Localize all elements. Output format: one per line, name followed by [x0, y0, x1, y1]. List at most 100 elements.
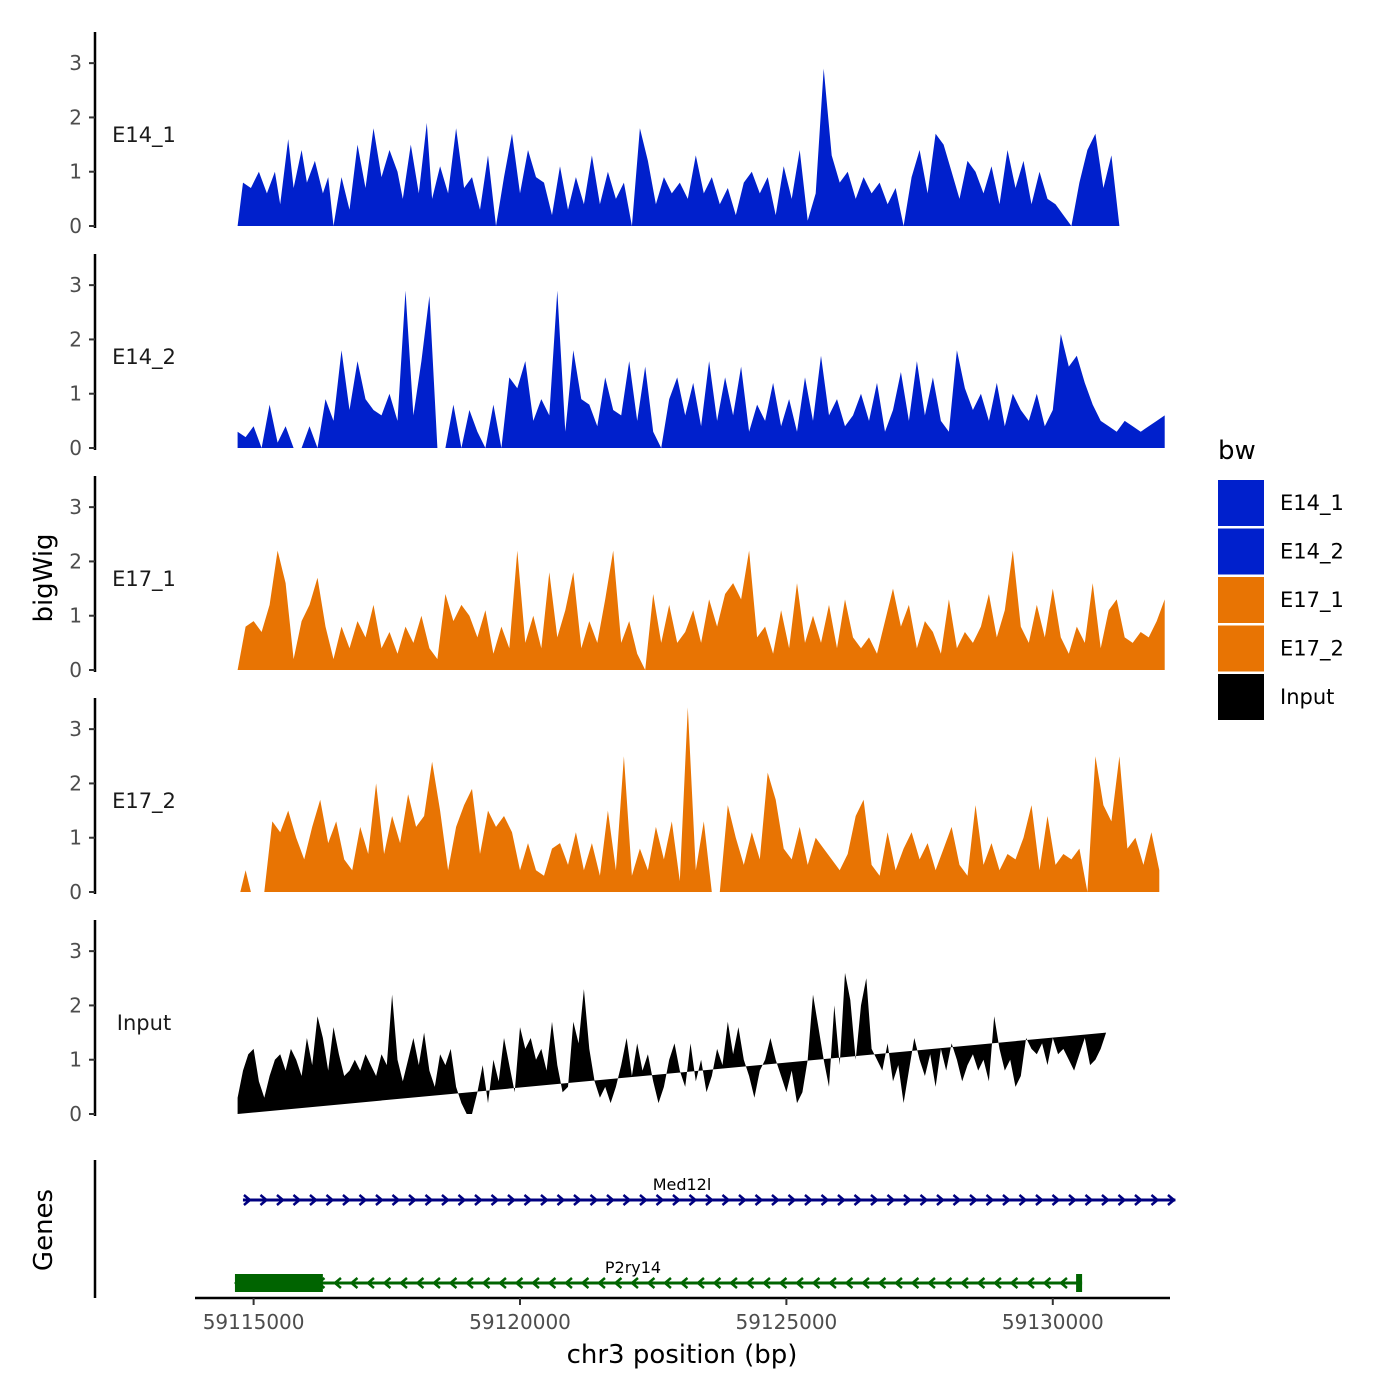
- strand-chevron: [1035, 1194, 1044, 1206]
- strand-chevron: [738, 1194, 747, 1206]
- strand-chevron: [903, 1194, 912, 1206]
- strand-chevron: [342, 1194, 351, 1206]
- strand-chevron: [804, 1194, 813, 1206]
- x-axis: 59115000 59120000 59125000 59130000: [195, 1296, 1170, 1334]
- strand-chevron: [745, 1277, 755, 1289]
- strand-chevron: [894, 1277, 903, 1289]
- strand-chevron: [441, 1194, 450, 1206]
- legend-label: E14_2: [1280, 540, 1344, 565]
- strand-chevron: [547, 1277, 557, 1289]
- strand-chevron: [622, 1194, 632, 1206]
- strand-chevron: [540, 1194, 549, 1206]
- strand-chevron: [993, 1277, 1002, 1289]
- track-label: E14_2: [112, 345, 176, 370]
- strand-chevron: [589, 1194, 599, 1206]
- x-tick-label: 59125000: [735, 1310, 837, 1334]
- signal-area-e14-1: [237, 68, 1160, 226]
- legend-label: E14_1: [1280, 491, 1344, 516]
- strand-chevron: [828, 1277, 837, 1289]
- strand-chevron: [366, 1277, 375, 1289]
- y-tick-label: 0: [69, 1102, 82, 1126]
- strand-chevron: [1150, 1194, 1160, 1206]
- strand-chevron: [655, 1194, 665, 1206]
- gene-exon-block: [234, 1274, 323, 1292]
- y-tick-label: 0: [69, 658, 82, 682]
- track-e17-1: 0 1 2 3 E17_1: [69, 476, 1165, 682]
- strand-chevron: [663, 1277, 672, 1289]
- track-e17-2: 0 1 2 3 E17_2: [69, 698, 1160, 904]
- y-tick-label: 0: [69, 214, 82, 238]
- y-tick-label: 2: [69, 105, 82, 129]
- strand-chevron: [927, 1277, 936, 1289]
- strand-chevron: [672, 1194, 681, 1206]
- gene-label: Med12l: [653, 1175, 712, 1194]
- y-tick-label: 2: [69, 327, 82, 351]
- strand-chevron: [919, 1194, 929, 1206]
- y-tick-label: 2: [69, 771, 82, 795]
- strand-chevron: [778, 1277, 788, 1289]
- strand-chevron: [292, 1194, 302, 1206]
- x-tick-label: 59120000: [469, 1310, 571, 1334]
- y-tick-label: 1: [69, 1048, 82, 1072]
- y-tick-label: 3: [69, 717, 82, 741]
- strand-chevron: [375, 1194, 384, 1206]
- strand-chevron: [985, 1194, 995, 1206]
- y-axis-title: bigWig: [29, 533, 59, 622]
- strand-chevron: [1134, 1194, 1143, 1206]
- strand-chevron: [349, 1277, 359, 1289]
- strand-chevron: [573, 1194, 582, 1206]
- signal-area-e17-1: [237, 550, 1165, 670]
- strand-chevron: [844, 1277, 854, 1289]
- y-tick-label: 2: [69, 993, 82, 1017]
- legend-swatch: [1218, 674, 1264, 720]
- strand-chevron: [507, 1194, 516, 1206]
- legend: bw E14_1 E14_2 E17_1 E17_2 Input: [1218, 436, 1344, 720]
- strand-chevron: [1117, 1194, 1127, 1206]
- legend-swatch: [1218, 577, 1264, 623]
- legend-swatch: [1218, 480, 1264, 526]
- strand-chevron: [712, 1277, 722, 1289]
- y-tick-label: 1: [69, 382, 82, 406]
- legend-swatch: [1218, 625, 1264, 672]
- gene-label: P2ry14: [605, 1258, 661, 1277]
- track-label: E17_2: [112, 789, 176, 814]
- tracks-layer: 0 1 2 3 E14_1 0 1 2 3 E14_2 0 1 2 3 E17_1 0 1 2 3 E17_2 0 1 2 3…: [69, 32, 1165, 1126]
- strand-chevron: [820, 1194, 830, 1206]
- strand-chevron: [309, 1194, 318, 1206]
- strand-chevron: [531, 1277, 540, 1289]
- strand-chevron: [705, 1194, 714, 1206]
- legend-title: bw: [1218, 436, 1256, 466]
- legend-entry-input: Input: [1218, 674, 1334, 720]
- strand-chevron: [1009, 1277, 1019, 1289]
- strand-chevron: [762, 1277, 771, 1289]
- strand-chevron: [523, 1194, 533, 1206]
- strand-chevron: [795, 1277, 804, 1289]
- strand-chevron: [853, 1194, 863, 1206]
- track-e14-1: 0 1 2 3 E14_1: [69, 32, 1160, 238]
- legend-label: Input: [1280, 685, 1334, 709]
- strand-chevron: [564, 1277, 573, 1289]
- y-tick-label: 2: [69, 549, 82, 573]
- track-e14-2: 0 1 2 3 E14_2: [69, 254, 1165, 460]
- strand-chevron: [465, 1277, 474, 1289]
- strand-chevron: [325, 1194, 335, 1206]
- strand-chevron: [333, 1277, 342, 1289]
- strand-chevron: [514, 1277, 524, 1289]
- strand-chevron: [877, 1277, 887, 1289]
- strand-chevron: [729, 1277, 738, 1289]
- strand-chevron: [1018, 1194, 1028, 1206]
- strand-chevron: [1026, 1277, 1035, 1289]
- y-tick-label: 0: [69, 436, 82, 460]
- signal-area-e14-2: [237, 290, 1165, 448]
- strand-chevron: [276, 1194, 285, 1206]
- strand-chevron: [837, 1194, 846, 1206]
- strand-chevron: [243, 1194, 252, 1206]
- legend-entry-e14-2: E14_2: [1218, 528, 1344, 575]
- gene-exon-end: [1076, 1274, 1083, 1292]
- y-tick-label: 0: [69, 880, 82, 904]
- strand-chevron: [358, 1194, 368, 1206]
- strand-chevron: [943, 1277, 953, 1289]
- y-tick-label: 3: [69, 273, 82, 297]
- strand-chevron: [936, 1194, 945, 1206]
